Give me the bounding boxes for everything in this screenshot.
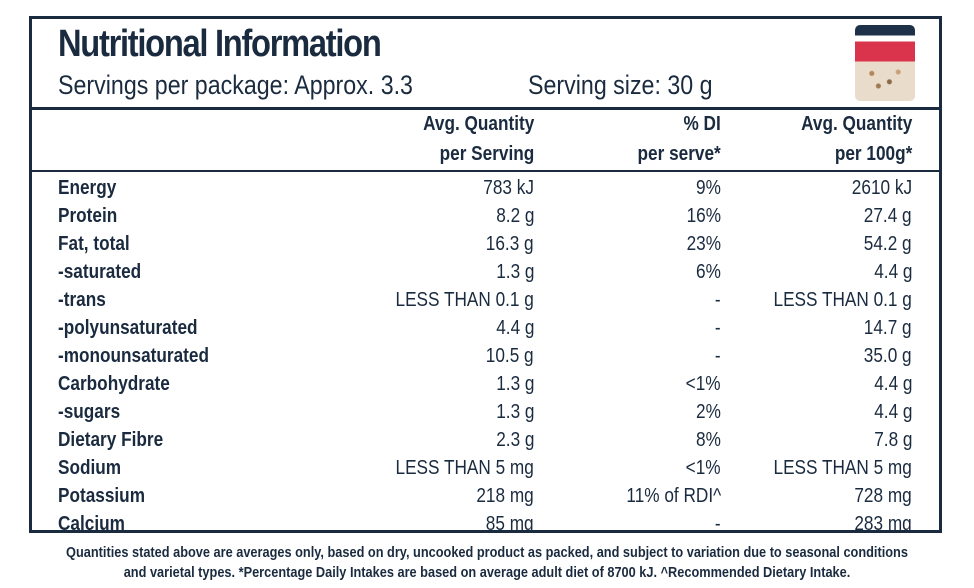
value-per-100g: 728 mg <box>854 485 912 507</box>
panel-title: Nutritional Information <box>58 23 382 65</box>
table-row: -trans LESS THAN 0.1 g - LESS THAN 0.1 g <box>32 286 939 314</box>
value-daily-intake: 8% <box>696 429 721 451</box>
value-daily-intake: <1% <box>686 373 721 395</box>
footnote-line: and varietal types. *Percentage Daily In… <box>123 565 851 581</box>
nutrient-name: -sugars <box>58 401 121 423</box>
nutrient-name: -polyunsaturated <box>58 317 198 339</box>
value-daily-intake: 11% of RDI^ <box>626 485 721 507</box>
table-row: Dietary Fibre 2.3 g 8% 7.8 g <box>32 426 939 454</box>
value-per-serving: 2.3 g <box>495 429 534 451</box>
column-header-per-serving: Avg. Quantity per Serving <box>405 109 534 169</box>
column-header-line: Avg. Quantity <box>800 113 912 135</box>
value-per-serving: 1.3 g <box>495 401 534 423</box>
value-per-100g: 283 mg <box>854 513 912 533</box>
column-header-line: per Serving <box>439 143 534 165</box>
value-per-100g: 14.7 g <box>864 317 912 339</box>
nutrient-name: -trans <box>58 289 106 311</box>
value-daily-intake: 6% <box>696 261 721 283</box>
nutrient-name: Fat, total <box>58 233 130 255</box>
table-row: Potassium 218 mg 11% of RDI^ 728 mg <box>32 482 939 510</box>
column-header-daily-intake: % DI per serve* <box>624 109 721 169</box>
nutrient-name: Potassium <box>58 485 145 507</box>
value-per-100g: 4.4 g <box>873 373 912 395</box>
column-header-divider <box>32 170 939 172</box>
column-header-per-100g: Avg. Quantity per 100g* <box>783 109 912 169</box>
footnote-line: Quantities stated above are averages onl… <box>66 545 908 561</box>
nutrient-name: Carbohydrate <box>58 373 170 395</box>
value-per-100g: 7.8 g <box>873 429 912 451</box>
column-header-line: % DI <box>683 113 721 135</box>
nutrient-table: Energy 783 kJ 9% 2610 kJ Protein 8.2 g 16% 27.4… <box>32 174 939 533</box>
table-row: -monounsaturated 10.5 g - 35.0 g <box>32 342 939 370</box>
table-row: Fat, total 16.3 g 23% 54.2 g <box>32 230 939 258</box>
value-daily-intake: - <box>715 289 721 311</box>
almond-pack-icon <box>855 25 915 101</box>
serving-size: Serving size: 30 g <box>528 70 713 100</box>
nutrient-name: Dietary Fibre <box>58 429 164 451</box>
nutrient-name: Energy <box>58 177 117 199</box>
value-per-100g: LESS THAN 5 mg <box>773 457 912 479</box>
nutrient-name: -monounsaturated <box>58 345 209 367</box>
table-row: -sugars 1.3 g 2% 4.4 g <box>32 398 939 426</box>
value-per-100g: 4.4 g <box>873 261 912 283</box>
nutrition-panel: Nutritional Information Servings per pac… <box>29 16 942 533</box>
value-per-serving: 16.3 g <box>486 233 534 255</box>
column-header-line: Avg. Quantity <box>422 113 534 135</box>
value-per-serving: 85 mg <box>486 513 534 533</box>
value-per-serving: 4.4 g <box>495 317 534 339</box>
nutrient-name: Calcium <box>58 513 125 533</box>
value-per-100g: 35.0 g <box>864 345 912 367</box>
value-per-serving: 8.2 g <box>495 205 534 227</box>
column-header-line: per serve* <box>637 143 721 165</box>
table-row: Carbohydrate 1.3 g <1% 4.4 g <box>32 370 939 398</box>
value-daily-intake: 23% <box>686 233 721 255</box>
nutrient-name: -saturated <box>58 261 142 283</box>
value-daily-intake: - <box>715 513 721 533</box>
servings-per-package: Servings per package: Approx. 3.3 <box>58 70 413 100</box>
table-row: -polyunsaturated 4.4 g - 14.7 g <box>32 314 939 342</box>
footnote: Quantities stated above are averages onl… <box>0 543 974 583</box>
table-row: -saturated 1.3 g 6% 4.4 g <box>32 258 939 286</box>
value-daily-intake: - <box>715 317 721 339</box>
value-per-serving: LESS THAN 0.1 g <box>395 289 534 311</box>
value-daily-intake: 2% <box>696 401 721 423</box>
value-per-serving: 783 kJ <box>483 177 534 199</box>
table-row: Energy 783 kJ 9% 2610 kJ <box>32 174 939 202</box>
value-per-100g: LESS THAN 0.1 g <box>773 289 912 311</box>
value-per-serving: 218 mg <box>476 485 534 507</box>
nutrient-name: Protein <box>58 205 118 227</box>
nutrient-name: Sodium <box>58 457 122 479</box>
table-row: Sodium LESS THAN 5 mg <1% LESS THAN 5 mg <box>32 454 939 482</box>
value-per-100g: 54.2 g <box>864 233 912 255</box>
value-per-serving: 1.3 g <box>495 373 534 395</box>
value-daily-intake: <1% <box>686 457 721 479</box>
table-row: Protein 8.2 g 16% 27.4 g <box>32 202 939 230</box>
value-per-100g: 27.4 g <box>864 205 912 227</box>
value-daily-intake: 9% <box>696 177 721 199</box>
header-divider <box>32 107 939 110</box>
value-per-serving: LESS THAN 5 mg <box>395 457 534 479</box>
value-per-100g: 2610 kJ <box>851 177 912 199</box>
table-row: Calcium 85 mg - 283 mg <box>32 510 939 533</box>
value-per-serving: 10.5 g <box>486 345 534 367</box>
value-daily-intake: - <box>715 345 721 367</box>
column-header-line: per 100g* <box>834 143 912 165</box>
value-per-serving: 1.3 g <box>495 261 534 283</box>
value-per-100g: 4.4 g <box>873 401 912 423</box>
value-daily-intake: 16% <box>686 205 721 227</box>
